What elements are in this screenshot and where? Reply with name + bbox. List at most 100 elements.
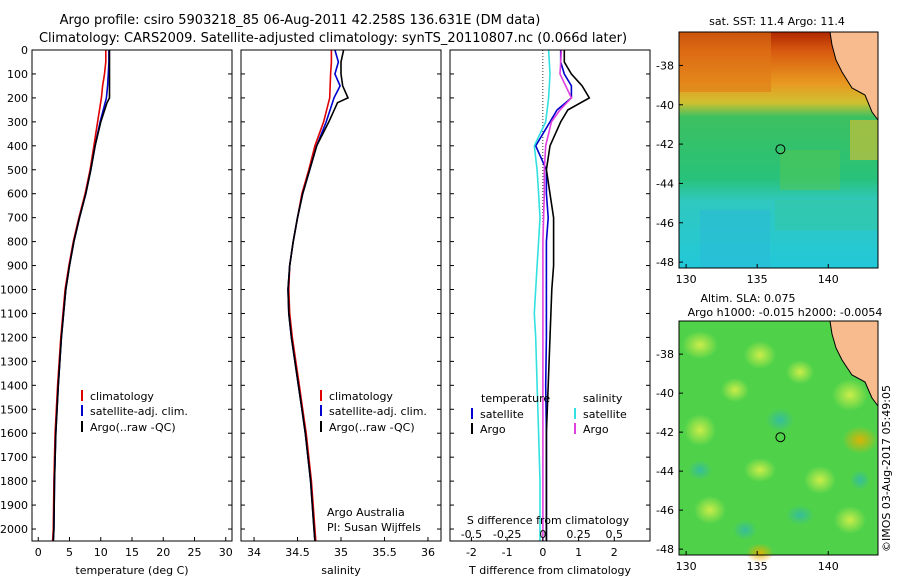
x-tick-label: 5	[66, 546, 73, 559]
secondary-tick-label: 0.25	[566, 528, 591, 541]
sst-map-patch	[679, 32, 771, 92]
map-y-tick-label: -44	[656, 465, 674, 478]
depth-tick-label: 1300	[0, 355, 28, 368]
annotation-line: Argo Australia	[327, 506, 405, 519]
series-line-salinity-argo	[542, 49, 573, 541]
map-y-tick-label: -38	[656, 59, 674, 72]
sla-map-frame	[678, 320, 879, 556]
series-line-satellite-adj-clim-	[287, 49, 341, 542]
sla-anomaly	[786, 505, 814, 525]
series-line-climatology	[51, 50, 107, 542]
series-line-argo-raw-qc-	[287, 49, 350, 542]
series-line-temperature-argo	[545, 50, 591, 541]
sla-anomaly	[746, 543, 774, 563]
sla-anomaly	[850, 470, 870, 490]
sla-anomaly	[744, 458, 776, 482]
depth-tick-label: 400	[7, 140, 28, 153]
depth-tick-label: 1100	[0, 307, 28, 320]
x-tick-label: -2	[466, 546, 477, 559]
sla-map: Altim. SLA: 0.075 Argo h1000: -0.015 h20…	[656, 292, 882, 573]
depth-tick-label: 1200	[0, 331, 28, 344]
x-axis-label: temperature (deg C)	[75, 564, 188, 577]
sla-anomaly	[688, 460, 712, 480]
map-x-tick-label: 135	[747, 560, 768, 573]
x-tick-label: 36	[421, 546, 435, 559]
legend-label: Argo	[480, 423, 506, 436]
map-x-tick-label: 130	[676, 560, 697, 573]
sla-anomaly	[721, 378, 749, 402]
x-tick-label: 10	[94, 546, 108, 559]
secondary-tick-label: 0	[539, 528, 546, 541]
sla-map-ticks: 130 135 140 -38 -40 -42 -44 -46 -48	[656, 348, 839, 573]
x-tick-label: 0	[539, 546, 546, 559]
sla-map-anomalies	[682, 331, 878, 563]
map-y-tick-label: -40	[656, 99, 674, 112]
sla-anomaly	[682, 331, 718, 359]
x-tick-label: 0	[35, 546, 42, 559]
secondary-axis-label: S difference from climatology	[467, 514, 630, 527]
credit-text: ©IMOS 03-Aug-2017 05:49:05	[880, 385, 893, 552]
map-y-tick-label: -46	[656, 217, 674, 230]
map-y-tick-label: -38	[656, 348, 674, 361]
legend-label: Argo	[583, 423, 609, 436]
map-y-tick-label: -48	[656, 543, 674, 556]
difference-panel: -2 -1 0 1 2 T difference from climatology temp…	[449, 49, 651, 577]
sst-map-title: sat. SST: 11.4 Argo: 11.4	[709, 15, 845, 28]
legend-label: climatology	[329, 390, 393, 403]
sst-map-frame	[678, 31, 879, 269]
depth-tick-label: 1800	[0, 475, 28, 488]
depth-tick-label: 1400	[0, 379, 28, 392]
legend-label: satellite-adj. clim.	[90, 405, 188, 418]
depth-tick-label: 1600	[0, 427, 28, 440]
series-line-temperature-satellite	[534, 50, 573, 541]
x-axis-label: T difference from climatology	[468, 564, 631, 577]
annotation-line: PI: Susan Wijffels	[327, 521, 421, 534]
sla-anomaly	[832, 379, 868, 411]
sst-map-patch	[700, 210, 770, 268]
sst-map-coastline	[829, 31, 879, 121]
depth-tick-label: 600	[7, 188, 28, 201]
plot-frame	[31, 49, 233, 542]
figure-title-line2: Climatology: CARS2009. Satellite-adjuste…	[39, 31, 627, 46]
x-tick-label: 34	[247, 546, 261, 559]
sla-map-profile-marker	[775, 432, 786, 443]
sst-map-land	[830, 32, 878, 120]
depth-tick-label: 1500	[0, 403, 28, 416]
depth-tick-label: 1000	[0, 284, 28, 297]
depth-tick-label: 800	[7, 236, 28, 249]
legend-header: salinity	[583, 392, 623, 405]
x-tick-label: 1	[575, 546, 582, 559]
sst-map-patch	[780, 150, 840, 190]
secondary-tick-label: -0.5	[461, 528, 482, 541]
map-y-tick-label: -40	[656, 387, 674, 400]
x-tick-label: 2	[611, 546, 618, 559]
sla-map-coastline	[829, 320, 879, 407]
sst-map-profile-marker	[775, 144, 786, 155]
figure-title-line1: Argo profile: csiro 5903218_85 06-Aug-20…	[60, 13, 541, 28]
depth-tick-label: 2000	[0, 523, 28, 536]
map-y-tick-label: -46	[656, 504, 674, 517]
depth-tick-label: 0	[21, 44, 28, 57]
plot-frame	[240, 49, 442, 542]
depth-tick-label: 700	[7, 212, 28, 225]
series-line-argo-raw-qc-	[52, 50, 111, 542]
legend-label: Argo(..raw -QC)	[329, 421, 415, 434]
depth-tick-label: 500	[7, 164, 28, 177]
x-tick-label: 20	[156, 546, 170, 559]
legend-label: satellite	[480, 408, 524, 421]
sla-anomaly	[786, 360, 814, 384]
depth-tick-label: 200	[7, 92, 28, 105]
legend-header: temperature	[481, 392, 550, 405]
sla-map-land	[830, 321, 878, 406]
depth-tick-label: 900	[7, 260, 28, 273]
map-x-tick-label: 130	[676, 273, 697, 286]
sla-anomaly	[766, 408, 794, 432]
sla-anomaly	[733, 520, 757, 540]
x-tick-label: 15	[125, 546, 139, 559]
salinity-panel: 34 34.5 35 35.5 36 salinity climatology satelli…	[240, 49, 442, 577]
map-y-tick-label: -42	[656, 138, 674, 151]
depth-tick-label: 1700	[0, 451, 28, 464]
legend-label: Argo(..raw -QC)	[90, 421, 176, 434]
sla-anomaly	[842, 426, 878, 454]
